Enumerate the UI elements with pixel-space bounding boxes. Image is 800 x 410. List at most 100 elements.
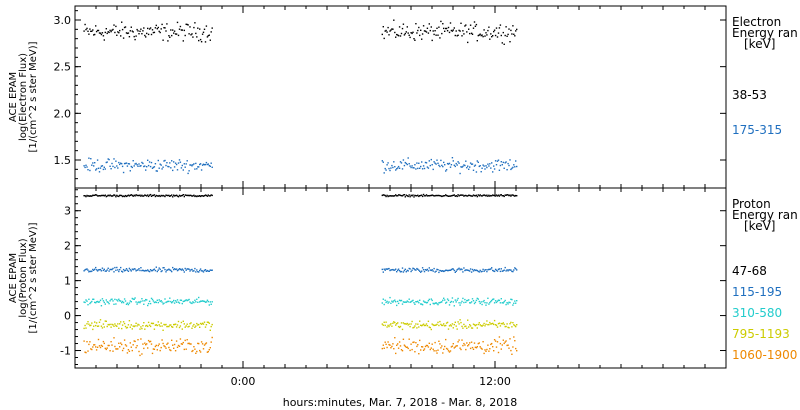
data-point	[97, 301, 100, 303]
data-point	[484, 194, 486, 197]
data-point	[139, 165, 141, 167]
data-point	[419, 270, 421, 272]
data-point	[386, 194, 388, 197]
data-point	[488, 323, 490, 326]
data-point	[438, 271, 440, 274]
data-point	[173, 161, 175, 163]
data-point	[133, 298, 135, 300]
data-point	[386, 326, 388, 328]
data-point	[495, 346, 498, 348]
data-point	[473, 269, 476, 271]
data-point	[427, 320, 430, 322]
data-point	[401, 195, 404, 197]
data-point	[169, 36, 171, 38]
data-point	[461, 300, 463, 303]
data-point	[399, 345, 402, 347]
data-point	[426, 195, 429, 197]
data-point	[134, 325, 136, 327]
data-point	[505, 303, 507, 306]
data-point	[175, 340, 178, 342]
data-point	[87, 350, 89, 352]
data-point	[147, 33, 150, 36]
data-point	[204, 163, 207, 166]
data-point	[411, 320, 413, 323]
data-point	[127, 324, 130, 326]
data-point	[143, 165, 145, 168]
data-point	[443, 161, 445, 164]
data-point	[205, 161, 208, 164]
data-point	[446, 269, 449, 272]
data-point	[176, 324, 179, 326]
data-point	[137, 301, 139, 304]
data-point	[184, 339, 186, 342]
data-point	[122, 268, 125, 271]
data-point	[510, 195, 512, 197]
data-point	[180, 29, 183, 31]
data-point	[174, 33, 177, 35]
data-point	[462, 165, 464, 168]
data-point	[472, 27, 475, 29]
data-point	[399, 194, 402, 197]
data-point	[117, 195, 119, 197]
data-point	[382, 194, 384, 196]
data-point	[436, 323, 438, 326]
data-point	[105, 299, 107, 301]
data-point	[125, 327, 128, 329]
data-point	[461, 35, 463, 37]
data-point	[207, 35, 209, 37]
data-point	[91, 348, 93, 351]
data-point	[397, 268, 400, 270]
data-point	[394, 166, 396, 168]
data-point	[117, 269, 119, 271]
data-point	[482, 35, 484, 38]
data-point	[443, 195, 445, 197]
data-point	[382, 344, 384, 346]
data-point	[193, 26, 195, 29]
data-point	[204, 269, 207, 271]
data-point	[472, 194, 475, 196]
data-point	[484, 269, 486, 271]
data-point	[481, 270, 483, 273]
data-point	[189, 26, 191, 28]
data-point	[466, 299, 468, 302]
data-point	[427, 32, 430, 34]
data-point	[412, 194, 414, 196]
data-point	[402, 322, 405, 324]
data-point	[439, 301, 441, 304]
y-tick-label: 2.5	[54, 61, 72, 74]
data-point	[428, 195, 430, 197]
data-point	[199, 195, 201, 197]
data-point	[84, 166, 86, 169]
series-795-1193	[83, 319, 518, 331]
data-point	[132, 344, 134, 346]
data-point	[129, 342, 131, 344]
data-point	[179, 25, 182, 28]
data-point	[416, 32, 418, 34]
data-point	[423, 270, 426, 273]
data-point	[148, 270, 151, 273]
data-point	[512, 270, 514, 273]
data-point	[162, 39, 164, 41]
data-point	[503, 195, 505, 198]
data-point	[413, 268, 415, 270]
data-point	[184, 194, 186, 196]
data-point	[93, 269, 95, 271]
data-point	[176, 195, 179, 197]
data-point	[199, 38, 202, 41]
data-point	[121, 271, 124, 273]
data-point	[504, 34, 506, 37]
data-point	[120, 321, 122, 323]
data-point	[395, 301, 397, 303]
data-point	[422, 349, 425, 351]
y-axis-label: log(Proton Flux)	[18, 238, 29, 317]
data-point	[106, 32, 108, 35]
data-point	[514, 195, 516, 197]
data-point	[510, 298, 512, 300]
data-point	[384, 341, 386, 343]
data-point	[426, 27, 429, 29]
data-point	[508, 28, 510, 30]
data-point	[450, 346, 453, 348]
data-point	[493, 194, 495, 197]
data-point	[471, 163, 474, 165]
